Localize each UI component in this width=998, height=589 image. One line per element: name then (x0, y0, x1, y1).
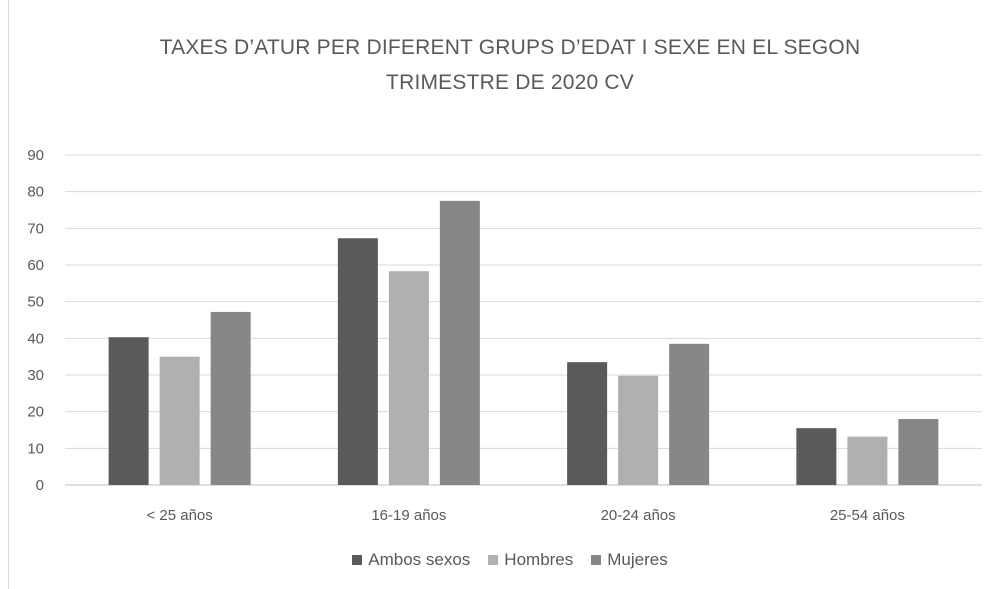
chart-legend: Ambos sexos Hombres Mujeres (0, 550, 998, 570)
bar (898, 419, 939, 485)
y-tick-label: 20 (27, 404, 44, 421)
bar (847, 436, 888, 485)
y-tick-label: 80 (27, 184, 44, 201)
bar (618, 375, 659, 485)
legend-item-ambos-sexos: Ambos sexos (352, 550, 470, 570)
bar (567, 362, 608, 485)
legend-label-mujeres: Mujeres (607, 550, 668, 569)
chart-title-line-2: TRIMESTRE DE 2020 CV (386, 71, 634, 94)
x-tick-label: 16-19 años (371, 507, 446, 524)
legend-item-mujeres: Mujeres (591, 550, 668, 570)
y-tick-label: 70 (27, 220, 44, 237)
y-tick-label: 40 (27, 330, 44, 347)
legend-label-hombres: Hombres (504, 550, 574, 569)
bar (337, 238, 378, 485)
y-tick-label: 90 (27, 147, 44, 164)
x-tick-label: < 25 años (146, 507, 212, 524)
bar (796, 428, 837, 485)
bar (388, 271, 429, 485)
y-tick-label: 0 (36, 477, 44, 494)
x-tick-label: 25-54 años (830, 507, 905, 524)
y-tick-label: 30 (27, 367, 44, 384)
bar (669, 343, 710, 485)
legend-swatch-mujeres (591, 555, 602, 565)
x-tick-label: 20-24 años (601, 507, 676, 524)
y-tick-label: 60 (27, 257, 44, 274)
legend-swatch-hombres (488, 555, 499, 565)
bar (108, 337, 149, 485)
legend-label-ambos-sexos: Ambos sexos (368, 550, 471, 569)
bar (439, 200, 480, 486)
bar-chart: 0 10 20 30 40 50 60 70 80 90 < 25 años 16-19 años 20… (27, 147, 982, 524)
chart-title: TAXES D’ATUR PER DIFERENT GRUPS D’EDAT I… (0, 30, 998, 100)
bar (159, 356, 200, 485)
y-tick-label: 50 (27, 294, 44, 311)
legend-swatch-ambos-sexos (352, 555, 363, 565)
y-tick-label: 10 (27, 440, 44, 457)
chart-title-line-1: TAXES D’ATUR PER DIFERENT GRUPS D’EDAT I… (159, 36, 861, 59)
bar (210, 311, 251, 485)
legend-item-hombres: Hombres (488, 550, 573, 570)
chart-frame (8, 0, 998, 589)
